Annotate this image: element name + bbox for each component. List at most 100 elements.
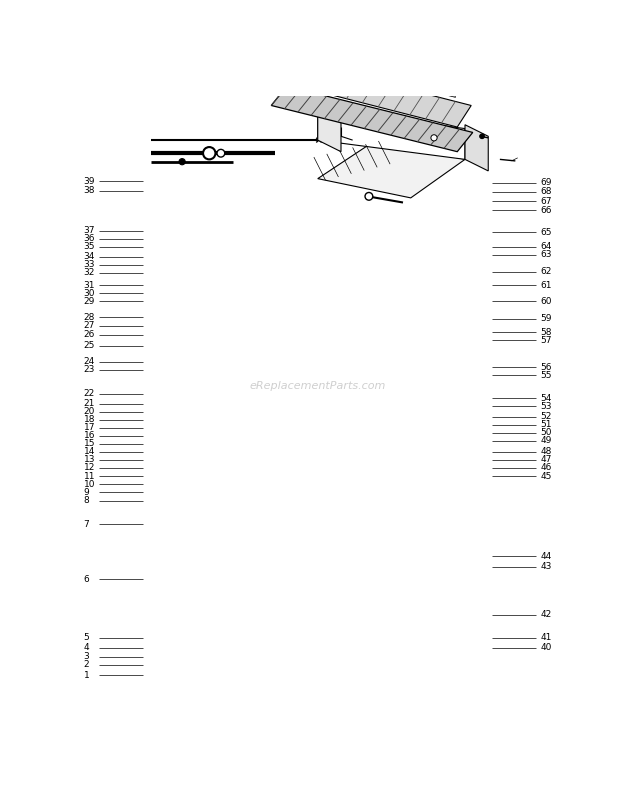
- Polygon shape: [267, 57, 471, 127]
- Text: 29: 29: [84, 297, 95, 306]
- Text: 50: 50: [540, 428, 552, 437]
- Text: 39: 39: [84, 177, 95, 186]
- Polygon shape: [458, 0, 492, 66]
- Polygon shape: [264, 0, 458, 50]
- Text: 25: 25: [84, 341, 95, 350]
- Text: 49: 49: [541, 436, 552, 445]
- Circle shape: [431, 135, 437, 141]
- Text: 66: 66: [540, 206, 552, 215]
- Text: 26: 26: [84, 330, 95, 339]
- Text: 2: 2: [84, 661, 89, 670]
- Text: 63: 63: [540, 250, 552, 260]
- Polygon shape: [335, 52, 361, 75]
- Circle shape: [412, 6, 418, 12]
- Text: 37: 37: [84, 226, 95, 235]
- Circle shape: [347, 0, 358, 10]
- Circle shape: [480, 134, 484, 139]
- Text: 60: 60: [540, 297, 552, 306]
- Circle shape: [316, 0, 327, 10]
- Polygon shape: [272, 87, 472, 152]
- Text: 14: 14: [84, 448, 95, 456]
- Text: 27: 27: [84, 322, 95, 330]
- Circle shape: [203, 147, 216, 160]
- Text: 11: 11: [84, 472, 95, 480]
- Text: 43: 43: [541, 562, 552, 571]
- Text: 64: 64: [541, 242, 552, 251]
- Polygon shape: [264, 21, 492, 66]
- Polygon shape: [405, 69, 432, 91]
- Text: 28: 28: [84, 313, 95, 322]
- Text: 20: 20: [84, 407, 95, 416]
- Circle shape: [350, 3, 355, 8]
- Text: 46: 46: [541, 464, 552, 472]
- Text: 51: 51: [540, 420, 552, 429]
- Circle shape: [285, 0, 296, 10]
- Text: 6: 6: [84, 575, 89, 584]
- Polygon shape: [359, 58, 385, 80]
- Text: 16: 16: [84, 431, 95, 440]
- Circle shape: [288, 3, 293, 8]
- Text: 69: 69: [540, 178, 552, 187]
- Polygon shape: [317, 140, 465, 198]
- Text: 33: 33: [84, 261, 95, 269]
- Text: 15: 15: [84, 439, 95, 448]
- Polygon shape: [383, 63, 409, 86]
- Circle shape: [365, 192, 373, 200]
- Text: 10: 10: [84, 480, 95, 488]
- Text: 40: 40: [541, 643, 552, 652]
- Text: 12: 12: [84, 464, 95, 472]
- Polygon shape: [465, 125, 489, 171]
- Text: 52: 52: [541, 412, 552, 421]
- Text: 23: 23: [84, 365, 95, 375]
- Text: 18: 18: [84, 415, 95, 424]
- Polygon shape: [312, 47, 339, 68]
- Text: 56: 56: [540, 363, 552, 372]
- Text: 21: 21: [84, 399, 95, 408]
- Polygon shape: [182, 0, 458, 2]
- Text: 67: 67: [540, 196, 552, 206]
- Text: 30: 30: [84, 289, 95, 298]
- Text: 55: 55: [540, 371, 552, 380]
- Text: 34: 34: [84, 253, 95, 261]
- Text: 41: 41: [541, 634, 552, 642]
- Polygon shape: [317, 109, 465, 160]
- Text: 24: 24: [84, 357, 95, 367]
- Text: 1: 1: [84, 671, 89, 680]
- Polygon shape: [255, 21, 477, 83]
- Text: 54: 54: [541, 394, 552, 403]
- Text: 58: 58: [540, 328, 552, 337]
- Polygon shape: [265, 34, 291, 57]
- Text: 48: 48: [541, 448, 552, 456]
- Text: 61: 61: [540, 281, 552, 290]
- Text: 32: 32: [84, 269, 95, 277]
- Text: 5: 5: [84, 634, 89, 642]
- Text: 45: 45: [541, 472, 552, 480]
- Polygon shape: [288, 40, 315, 63]
- Circle shape: [217, 149, 224, 157]
- Text: 22: 22: [84, 390, 95, 399]
- Text: 17: 17: [84, 423, 95, 432]
- Text: 65: 65: [540, 228, 552, 237]
- Text: 4: 4: [84, 643, 89, 652]
- Text: 8: 8: [84, 496, 89, 505]
- Text: eReplacementParts.com: eReplacementParts.com: [250, 382, 386, 391]
- Polygon shape: [317, 109, 341, 152]
- Circle shape: [319, 3, 324, 8]
- Text: 13: 13: [84, 456, 95, 464]
- Text: 47: 47: [541, 456, 552, 464]
- Text: 36: 36: [84, 234, 95, 243]
- Text: 62: 62: [541, 267, 552, 276]
- Text: 35: 35: [84, 242, 95, 251]
- Text: 31: 31: [84, 281, 95, 290]
- Text: 53: 53: [540, 402, 552, 411]
- Text: 7: 7: [84, 520, 89, 529]
- Text: 57: 57: [540, 336, 552, 345]
- Text: 38: 38: [84, 186, 95, 195]
- Text: 42: 42: [541, 610, 552, 619]
- Text: 68: 68: [540, 188, 552, 196]
- Circle shape: [378, 0, 389, 10]
- Text: 9: 9: [84, 488, 89, 496]
- Circle shape: [179, 159, 185, 164]
- Text: 44: 44: [541, 552, 552, 561]
- Text: 59: 59: [540, 314, 552, 323]
